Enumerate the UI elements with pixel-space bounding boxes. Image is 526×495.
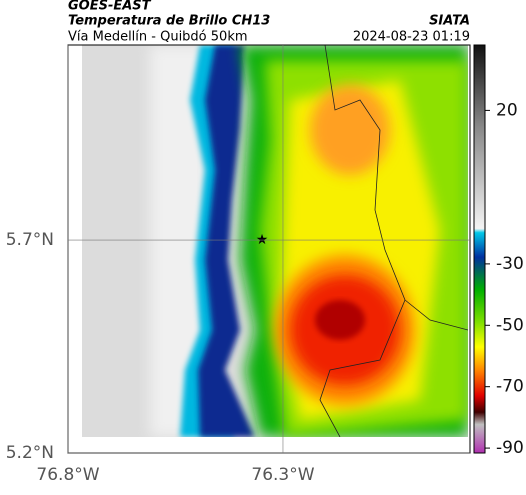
location: Vía Medellín - Quibdó 50km	[68, 30, 248, 45]
subtitle: Temperatura de Brillo CH13	[68, 14, 270, 29]
satellite-image	[82, 45, 468, 437]
colorbar-label: -30	[496, 254, 524, 274]
title: GOES-EAST	[68, 0, 152, 14]
colorbar-label: -50	[496, 315, 524, 335]
colorbar	[473, 44, 486, 454]
x-tick-label: 76.3°W	[251, 465, 314, 485]
colorbar-label: -90	[496, 438, 524, 458]
colorbar-label: 20	[496, 100, 518, 120]
x-tick-label: 76.8°W	[36, 465, 99, 485]
datetime: 2024-08-23 01:19	[353, 30, 470, 45]
colorbar-label: -70	[496, 377, 524, 397]
source: SIATA	[429, 14, 470, 29]
y-tick-label: 5.7°N	[6, 230, 54, 250]
y-tick-label: 5.2°N	[6, 443, 54, 463]
